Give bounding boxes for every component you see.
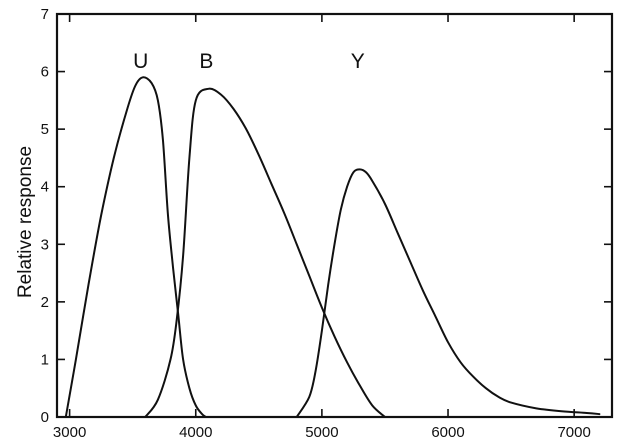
x-tick-label: 7000	[557, 424, 590, 441]
plot-border	[55, 12, 614, 419]
y-tick-label: 5	[41, 121, 49, 138]
series-label-y: Y	[351, 50, 365, 73]
y-axis-title: Relative response	[15, 146, 36, 298]
x-tick-label: 3000	[53, 424, 86, 441]
y-tick-label: 4	[41, 179, 49, 196]
y-tick-label: 7	[41, 6, 49, 23]
curve-y	[295, 168, 601, 418]
y-tick-label: 2	[41, 294, 49, 311]
curve-u	[64, 76, 207, 418]
y-tick-label: 0	[41, 409, 49, 426]
plot-frame	[55, 12, 614, 419]
x-tick-label: 5000	[305, 424, 338, 441]
y-tick-label: 6	[41, 64, 49, 81]
series-label-u: U	[133, 50, 148, 73]
x-axis-ticks: 3000 4000 5000 6000 7000	[53, 14, 591, 441]
y-tick-label: 1	[41, 351, 49, 368]
series-label-b: B	[199, 50, 213, 73]
y-tick-label: 3	[41, 236, 49, 253]
x-tick-label: 4000	[179, 424, 212, 441]
x-tick-label: 6000	[431, 424, 464, 441]
curve-b	[144, 87, 386, 418]
y-axis-ticks: 0 1 2 3 4 5 6 7	[41, 6, 612, 426]
series-curves	[64, 76, 601, 418]
